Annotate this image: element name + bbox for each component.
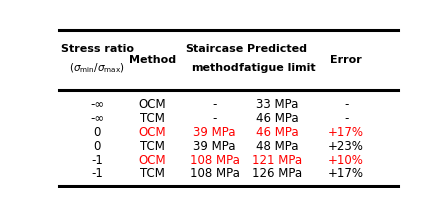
Text: 0: 0 <box>94 126 101 139</box>
Text: +17%: +17% <box>328 126 364 139</box>
Text: -: - <box>344 98 348 111</box>
Text: TCM: TCM <box>140 112 165 125</box>
Text: -1: -1 <box>91 168 103 180</box>
Text: OCM: OCM <box>139 98 166 111</box>
Text: +17%: +17% <box>328 168 364 180</box>
Text: 33 MPa: 33 MPa <box>256 98 298 111</box>
Text: +10%: +10% <box>328 154 364 167</box>
Text: $(\sigma_{\rm min}/\sigma_{\rm max})$: $(\sigma_{\rm min}/\sigma_{\rm max})$ <box>69 62 125 75</box>
Text: 108 MPa: 108 MPa <box>190 168 240 180</box>
Text: Stress ratio: Stress ratio <box>61 44 134 54</box>
Text: 108 MPa: 108 MPa <box>190 154 240 167</box>
Text: -: - <box>213 112 217 125</box>
Text: OCM: OCM <box>139 126 166 139</box>
Text: Method: Method <box>129 55 176 65</box>
Text: -∞: -∞ <box>90 98 104 111</box>
Text: OCM: OCM <box>139 154 166 167</box>
Text: -: - <box>213 98 217 111</box>
Text: Error: Error <box>330 55 362 65</box>
Text: -∞: -∞ <box>90 112 104 125</box>
Text: 126 MPa: 126 MPa <box>252 168 302 180</box>
Text: TCM: TCM <box>140 168 165 180</box>
Text: -: - <box>344 112 348 125</box>
Text: 39 MPa: 39 MPa <box>194 126 236 139</box>
Text: 46 MPa: 46 MPa <box>256 126 298 139</box>
Text: 121 MPa: 121 MPa <box>252 154 302 167</box>
Text: +23%: +23% <box>328 140 364 153</box>
Text: 39 MPa: 39 MPa <box>194 140 236 153</box>
Text: fatigue limit: fatigue limit <box>239 63 315 73</box>
Text: Predicted: Predicted <box>247 44 307 54</box>
Text: 0: 0 <box>94 140 101 153</box>
Text: -1: -1 <box>91 154 103 167</box>
Text: TCM: TCM <box>140 140 165 153</box>
Text: method: method <box>191 63 239 73</box>
Text: Staircase: Staircase <box>186 44 244 54</box>
Text: 46 MPa: 46 MPa <box>256 112 298 125</box>
Text: 48 MPa: 48 MPa <box>256 140 298 153</box>
